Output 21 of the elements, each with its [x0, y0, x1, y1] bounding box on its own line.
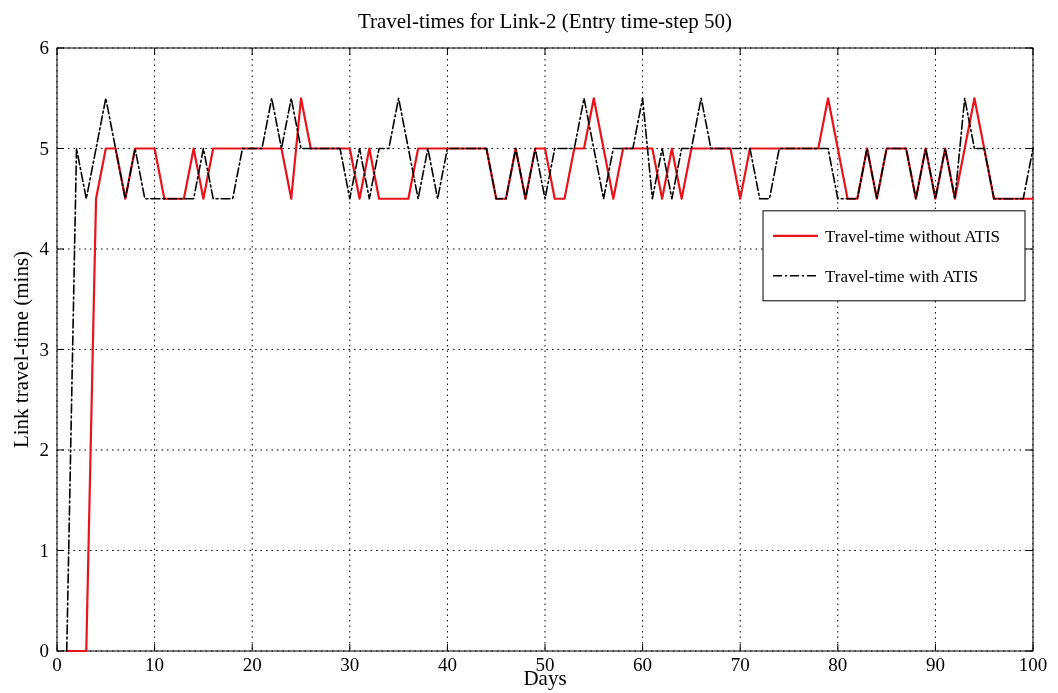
y-tick-label: 4 [39, 238, 50, 259]
x-tick-label: 0 [52, 654, 62, 675]
x-tick-label: 10 [145, 654, 165, 675]
legend-label: Travel-time without ATIS [825, 226, 1001, 246]
y-tick-label: 5 [39, 137, 49, 159]
legend-label: Travel-time with ATIS [825, 266, 979, 286]
x-tick-label: 80 [828, 654, 848, 675]
x-tick-label: 60 [633, 654, 653, 675]
x-tick-label: 100 [1018, 654, 1048, 675]
x-tick-label: 20 [242, 654, 262, 675]
x-tick-label: 40 [437, 654, 457, 675]
y-tick-label: 1 [39, 539, 49, 561]
y-tick-label: 6 [39, 37, 49, 58]
y-tick-label: 3 [39, 338, 49, 360]
x-tick-label: 30 [340, 654, 360, 675]
x-tick-label: 90 [925, 654, 945, 675]
chart-title: Travel-times for Link-2 (Entry time-step 50) [357, 9, 733, 33]
x-tick-label: 70 [730, 654, 750, 675]
y-axis-title: Link travel-time (mins) [9, 250, 33, 449]
y-tick-label: 0 [39, 640, 49, 661]
y-tick-label: 2 [39, 439, 49, 460]
